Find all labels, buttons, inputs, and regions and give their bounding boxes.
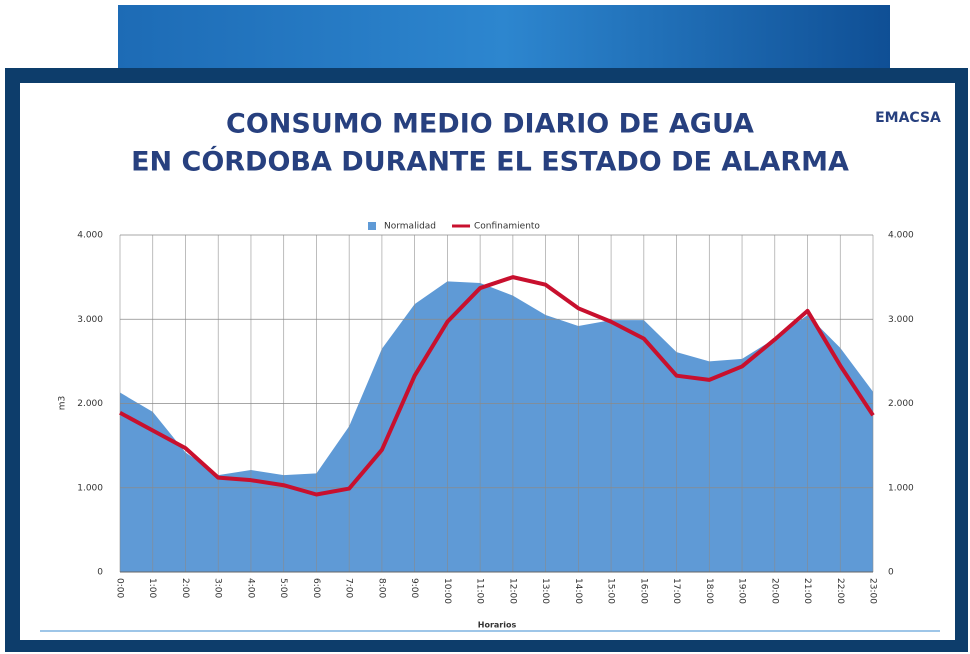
y-tick-label: 0: [97, 568, 103, 578]
x-tick-label: 13:00: [540, 578, 550, 604]
y-axis-label: m3: [58, 396, 68, 411]
x-tick-label: 20:00: [769, 578, 779, 604]
x-tick-label: 19:00: [737, 578, 747, 604]
x-tick-label: 12:00: [507, 578, 517, 604]
x-tick-label: 7:00: [344, 578, 354, 598]
y2-tick-label: 3.000: [888, 315, 914, 325]
background-photo: [118, 5, 890, 75]
x-tick-label: 14:00: [573, 578, 583, 604]
line: [119, 275, 875, 497]
x-tick-label: 23:00: [868, 578, 878, 604]
legend-label: Confinamiento: [474, 222, 540, 232]
legend-swatch: [368, 222, 376, 230]
x-tick-label: 5:00: [278, 578, 288, 598]
x-tick-label: 18:00: [704, 578, 714, 604]
y-tick-label: 1.000: [77, 483, 103, 493]
y2-tick-label: 2.000: [888, 399, 914, 409]
x-tick-label: 10:00: [442, 578, 452, 604]
x-tick-label: 9:00: [409, 578, 419, 598]
x-axis-label: Horarios: [478, 621, 517, 630]
y-tick-label: 3.000: [77, 315, 103, 325]
x-tick-label: 8:00: [376, 578, 386, 598]
x-tick-label: 3:00: [213, 578, 223, 598]
x-tick-label: 11:00: [475, 578, 485, 604]
y-tick-label: 4.000: [77, 231, 103, 241]
legend-label: Normalidad: [384, 222, 436, 232]
x-tick-label: 15:00: [606, 578, 616, 604]
y2-tick-label: 4.000: [888, 231, 914, 241]
x-tick-label: 17:00: [671, 578, 681, 604]
x-tick-label: 4:00: [245, 578, 255, 598]
x-tick-label: 0:00: [115, 578, 125, 598]
x-tick-label: 22:00: [835, 578, 845, 604]
y2-tick-label: 0: [888, 568, 894, 578]
x-tick-label: 16:00: [638, 578, 648, 604]
y2-tick-label: 1.000: [888, 483, 914, 493]
area: [120, 281, 873, 572]
title-line: EN CÓRDOBA DURANTE EL ESTADO DE ALARMA: [131, 146, 849, 178]
x-tick-label: 1:00: [147, 578, 157, 598]
y-tick-label: 2.000: [77, 399, 103, 409]
x-tick-label: 21:00: [802, 578, 812, 604]
x-tick-label: 6:00: [311, 578, 321, 598]
title-line: CONSUMO MEDIO DIARIO DE AGUA: [226, 109, 754, 140]
logo: EMACSA: [875, 110, 941, 126]
x-tick-label: 2:00: [180, 578, 190, 598]
